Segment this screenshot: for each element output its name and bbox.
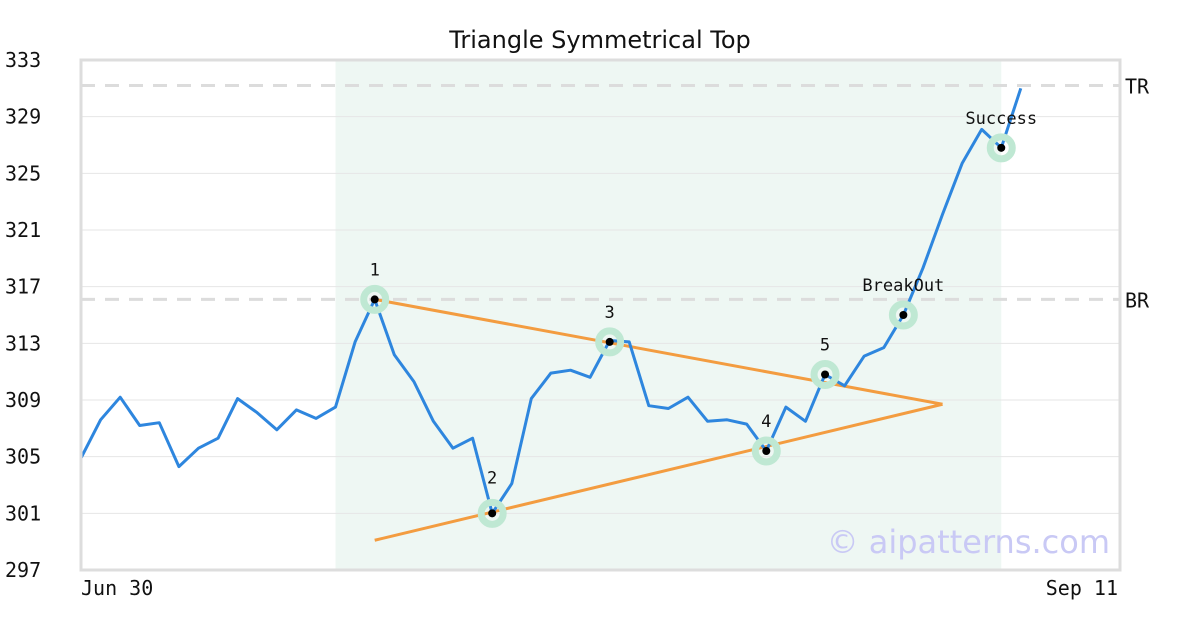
pattern-point-label: 3 bbox=[605, 303, 615, 323]
pattern-point bbox=[899, 311, 908, 319]
pattern-point-label: Success bbox=[965, 109, 1037, 129]
pattern-point bbox=[821, 370, 830, 379]
pattern-point bbox=[762, 447, 771, 455]
y-tick-label: 297 bbox=[5, 558, 41, 582]
pattern-point-ring bbox=[360, 284, 390, 314]
pattern-point-ring bbox=[810, 360, 840, 389]
pattern-point bbox=[997, 143, 1006, 152]
chart-title: Triangle Symmetrical Top bbox=[448, 26, 751, 54]
y-axis-ticks: 297 301 305 309 313 317 321 325 329 333 bbox=[5, 48, 41, 582]
pattern-points: 1 2 3 4 5 BreakOut Success bbox=[360, 109, 1037, 528]
y-tick-label: 317 bbox=[5, 275, 41, 299]
x-tick-label: Jun 30 bbox=[81, 576, 153, 600]
reference-line-label: BR bbox=[1125, 288, 1150, 312]
pattern-point-label: 1 bbox=[370, 260, 380, 280]
series-line bbox=[79, 87, 1023, 515]
grid bbox=[81, 116, 1120, 514]
pattern-point bbox=[488, 509, 497, 518]
trendline bbox=[374, 297, 943, 406]
y-tick-label: 301 bbox=[5, 501, 41, 525]
pattern-point-ring bbox=[986, 133, 1016, 163]
reference-line-label: TR bbox=[1125, 75, 1150, 99]
pattern-point-label: 2 bbox=[487, 468, 497, 488]
x-tick-label: Sep 11 bbox=[1046, 576, 1118, 600]
pattern-point-label: 5 bbox=[820, 336, 830, 356]
pattern-point-ring bbox=[888, 300, 918, 330]
pattern-point-label: BreakOut bbox=[862, 276, 944, 296]
price-series bbox=[79, 87, 1023, 515]
trendlines bbox=[374, 297, 943, 542]
y-tick-label: 309 bbox=[5, 388, 41, 412]
pattern-point-label: 4 bbox=[761, 412, 771, 432]
y-tick-label: 329 bbox=[5, 105, 41, 129]
y-tick-label: 313 bbox=[5, 331, 41, 355]
pattern-point bbox=[370, 295, 379, 304]
pattern-point-ring bbox=[477, 498, 507, 528]
reference-lines: TR BR bbox=[81, 75, 1150, 312]
watermark: © aipatterns.com bbox=[827, 523, 1110, 561]
y-tick-label: 321 bbox=[5, 218, 41, 242]
pattern-point-ring bbox=[595, 327, 625, 357]
y-tick-label: 305 bbox=[5, 445, 41, 469]
x-axis-ticks: Jun 30 Sep 11 bbox=[81, 576, 1118, 600]
plot-frame bbox=[79, 58, 1122, 572]
trendline bbox=[374, 402, 943, 542]
pattern-point-ring bbox=[751, 436, 781, 466]
y-tick-label: 325 bbox=[5, 161, 41, 185]
y-tick-label: 333 bbox=[5, 48, 41, 72]
pattern-point bbox=[605, 337, 614, 346]
